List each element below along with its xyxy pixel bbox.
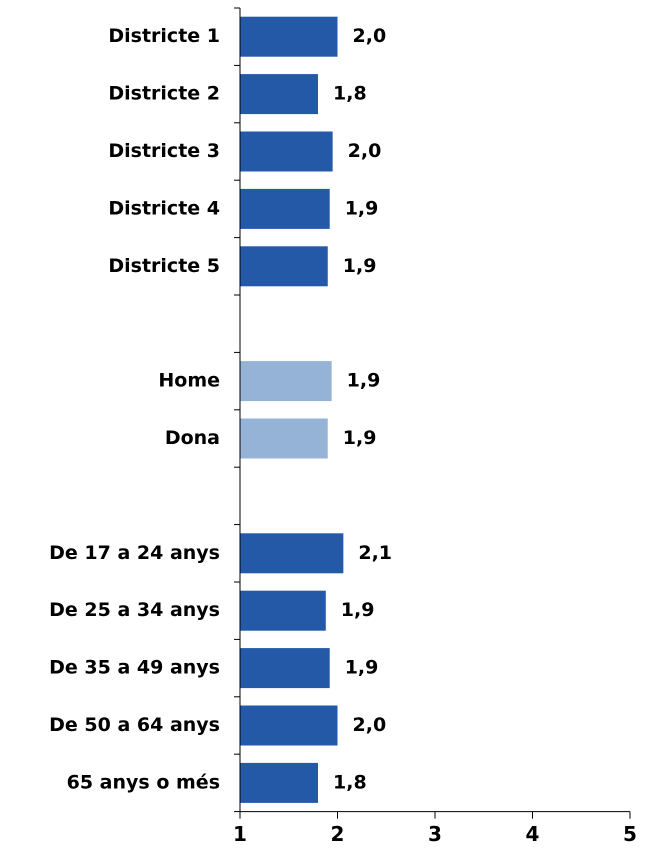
category-label: Districte 5 <box>108 255 220 277</box>
category-label: Districte 1 <box>108 25 220 47</box>
bar <box>240 533 344 574</box>
x-tick-label: 3 <box>428 822 442 846</box>
bar <box>240 705 338 746</box>
bar <box>240 648 330 689</box>
x-tick-label: 4 <box>526 822 540 846</box>
bar <box>240 590 326 631</box>
category-label: Dona <box>165 427 220 449</box>
value-label: 1,8 <box>333 83 367 105</box>
value-label: 1,9 <box>343 427 377 449</box>
value-label: 2,0 <box>353 25 387 47</box>
value-label: 1,8 <box>333 771 367 793</box>
labels-layer: Districte 1 2,0 Districte 2 1,8 Districte 3 2… <box>49 25 392 793</box>
value-label: 1,9 <box>345 197 379 219</box>
bar <box>240 418 328 459</box>
bar <box>240 131 333 172</box>
axes-layer: 1 2 3 4 5 <box>233 7 637 846</box>
value-label: 2,1 <box>358 542 392 564</box>
value-label: 1,9 <box>345 657 379 679</box>
value-label: 2,0 <box>348 140 382 162</box>
bar <box>240 188 330 229</box>
category-label: 65 anys o més <box>67 771 220 793</box>
value-label: 1,9 <box>343 255 377 277</box>
bar <box>240 16 338 57</box>
bars-layer <box>240 16 344 803</box>
value-label: 1,9 <box>347 370 381 392</box>
value-label: 2,0 <box>353 714 387 736</box>
x-tick-label: 5 <box>623 822 637 846</box>
category-label: De 25 a 34 anys <box>49 599 220 621</box>
bar <box>240 361 332 402</box>
bar <box>240 246 328 287</box>
category-label: Home <box>158 370 220 392</box>
category-label: Districte 4 <box>108 197 220 219</box>
category-label: De 35 a 49 anys <box>49 657 220 679</box>
x-tick-label: 2 <box>331 822 345 846</box>
category-label: Districte 2 <box>108 83 220 105</box>
category-label: Districte 3 <box>108 140 220 162</box>
category-label: De 17 a 24 anys <box>49 542 220 564</box>
x-tick-label: 1 <box>233 822 247 846</box>
bar <box>240 74 318 115</box>
value-label: 1,9 <box>341 599 375 621</box>
category-label: De 50 a 64 anys <box>49 714 220 736</box>
bar <box>240 762 318 803</box>
